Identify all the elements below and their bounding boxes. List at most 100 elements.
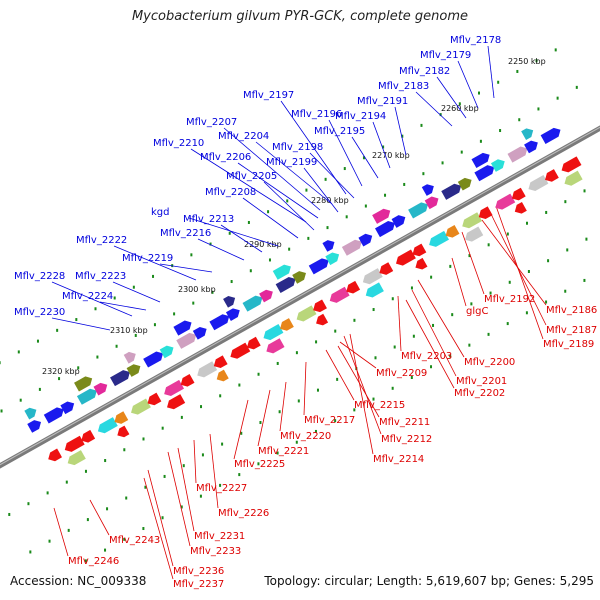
tick-dot [430, 275, 433, 279]
tick-dot [458, 102, 461, 106]
gene-label: Mflv_2246 [68, 556, 119, 567]
tick-dot [84, 469, 87, 473]
tick-dot [508, 280, 511, 284]
tick-dot [94, 307, 97, 311]
tick-dot [200, 405, 203, 409]
tick-dot [316, 388, 319, 392]
tick-dot [583, 278, 586, 282]
forward-gene-block [43, 407, 64, 424]
backbone-highlight [0, 126, 600, 466]
tick-dot [487, 243, 490, 247]
leader-line [394, 106, 407, 156]
gene-label-layer: Mflv_2178 Mflv_2179 Mflv_2182 Mflv_2183 Mflv… [14, 35, 597, 590]
tick-dot [391, 386, 394, 390]
leader-line [325, 349, 355, 401]
gene-label: Mflv_2182 [399, 66, 450, 77]
forward-gene-block [173, 320, 192, 336]
reverse-gene-block [313, 299, 327, 313]
reverse-gene-block [346, 280, 361, 294]
tick-dot [343, 167, 346, 171]
tick-dot [575, 85, 578, 89]
gene-label: Mflv_2199 [266, 157, 317, 168]
tick-dot [468, 254, 471, 258]
forward-gene-block [375, 221, 395, 238]
reverse-gene-block [412, 243, 427, 257]
leader-line [415, 91, 453, 127]
tick-dot [516, 69, 519, 73]
tick-dot [142, 527, 145, 531]
leader-line [481, 219, 547, 306]
tick-dot [182, 464, 185, 468]
reverse-gene-block [131, 398, 151, 415]
leader-line [51, 281, 133, 317]
forward-gene-block [521, 128, 534, 140]
tick-dot [412, 334, 415, 338]
tick-dot [468, 343, 471, 347]
leader-line [209, 433, 219, 509]
tick-label: 2320 kbp [42, 367, 80, 376]
tick-dot [180, 505, 183, 509]
tick-dot [27, 502, 30, 506]
gene-label: Mflv_2223 [75, 271, 126, 282]
tick-dot [449, 264, 452, 268]
reverse-gene-block [545, 169, 559, 182]
tick-dot [535, 59, 538, 63]
tick-dot [161, 426, 164, 430]
forward-gene-block [507, 146, 528, 163]
tick-dot [104, 548, 107, 552]
leader-line [237, 162, 319, 219]
tick-dot [545, 210, 548, 214]
gene-label: Mflv_2204 [218, 131, 269, 142]
tick-dot [36, 339, 39, 343]
tick-dot [410, 376, 413, 380]
forward-gene-block [76, 388, 97, 405]
leader-line [263, 181, 315, 231]
tick-dot [67, 528, 70, 532]
tick-dot [65, 480, 68, 484]
reverse-gene-block [167, 394, 186, 410]
tick-dot [259, 421, 262, 425]
tick-dot [86, 518, 89, 522]
forward-gene-block [192, 326, 207, 340]
gene-label: Mflv_2197 [243, 90, 294, 101]
reverse-gene-block [528, 174, 549, 192]
forward-gene-block [524, 140, 538, 154]
gene-label: Mflv_2183 [378, 81, 429, 92]
leader-line-layer [51, 45, 547, 580]
leader-line [309, 152, 355, 199]
tick-dot [470, 302, 473, 306]
leader-line [351, 136, 379, 179]
tick-label-layer: 2250 kbp 2260 kbp 2270 kbp 2280 kbp 2290 kbp… [42, 57, 546, 376]
tick-dot [382, 145, 385, 149]
reverse-gene-block [379, 262, 394, 275]
reverse-gene-block [465, 226, 484, 242]
forward-gene-block [24, 407, 37, 420]
tick-dot [525, 311, 528, 315]
tick-dot [420, 123, 423, 127]
tick-dot [132, 285, 135, 289]
tick-dot [134, 333, 137, 337]
tick-dot [46, 491, 49, 495]
forward-gene-block [126, 364, 141, 377]
tick-dot [566, 248, 569, 252]
leader-line [461, 231, 485, 295]
tick-dot [276, 361, 279, 365]
forward-gene-block [159, 345, 174, 359]
leader-line [397, 295, 402, 352]
tick-dot [240, 431, 243, 435]
forward-gene-block [74, 376, 93, 392]
leader-line [372, 121, 391, 169]
reverse-gene-block [564, 170, 583, 186]
leader-line [337, 345, 380, 418]
gene-label: Mflv_2216 [160, 228, 211, 239]
forward-gene-block [60, 401, 75, 415]
gene-label: Mflv_2179 [420, 50, 471, 61]
leader-line [167, 451, 191, 547]
reverse-gene-block [280, 318, 294, 331]
leader-line [279, 381, 287, 432]
reverse-gene-block [230, 342, 251, 359]
forward-gene-block [490, 159, 505, 172]
tick-dot [113, 296, 116, 300]
tick-dot [58, 377, 61, 381]
